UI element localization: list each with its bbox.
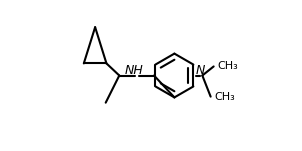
Text: CH₃: CH₃ xyxy=(214,92,235,102)
Text: N: N xyxy=(195,64,205,77)
Text: CH₃: CH₃ xyxy=(217,61,238,71)
Text: NH: NH xyxy=(124,64,143,77)
